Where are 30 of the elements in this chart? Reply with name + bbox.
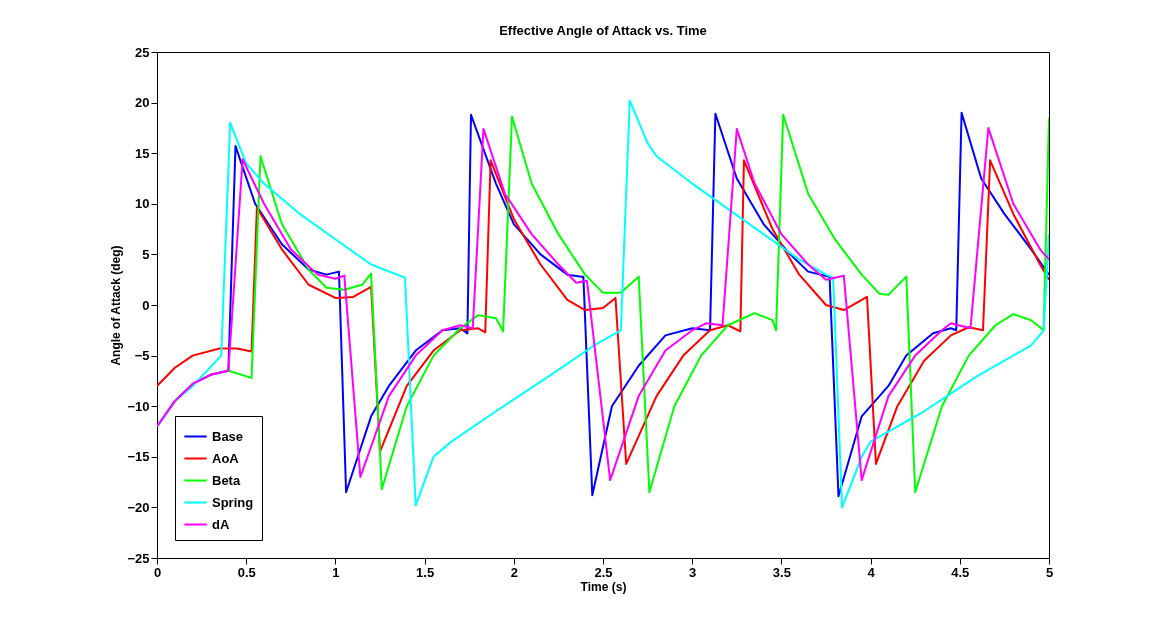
x-tick-label: 1.5 <box>416 564 435 580</box>
chart-title: Effective Angle of Attack vs. Time <box>499 23 707 38</box>
y-tick-label: 0 <box>142 297 150 313</box>
y-axis-title: Angle of Attack (deg) <box>109 245 124 366</box>
y-tick-label: 20 <box>135 95 150 111</box>
x-tick-label: 3.5 <box>772 564 791 580</box>
x-tick-label: 1 <box>332 564 340 580</box>
legend-label: Base <box>212 428 244 444</box>
y-tick-label: 5 <box>142 246 150 262</box>
x-tick-label: 5 <box>1045 564 1054 580</box>
legend-label: Spring <box>212 494 254 510</box>
legend-label: dA <box>212 516 230 532</box>
y-tick-label: 15 <box>135 145 150 161</box>
x-axis-title: Time (s) <box>580 579 627 594</box>
x-tick-label: 2 <box>510 564 518 580</box>
y-tick-label: 10 <box>135 196 150 212</box>
legend-label: Beta <box>212 472 241 488</box>
legend-label: AoA <box>212 450 240 466</box>
x-tick-label: 4.5 <box>951 564 970 580</box>
x-tick-label: 2.5 <box>594 564 613 580</box>
y-tick-label: −20 <box>127 499 150 515</box>
x-tick-label: 0 <box>153 564 162 580</box>
y-tick-label: −25 <box>127 550 150 566</box>
y-tick-label: −15 <box>127 449 150 465</box>
y-tick-label: −5 <box>134 348 150 364</box>
x-tick-label: 4 <box>867 564 876 580</box>
y-tick-label: −10 <box>127 398 150 414</box>
x-tick-label: 0.5 <box>237 564 256 580</box>
x-tick-label: 3 <box>689 564 697 580</box>
y-tick-label: 25 <box>135 44 150 60</box>
